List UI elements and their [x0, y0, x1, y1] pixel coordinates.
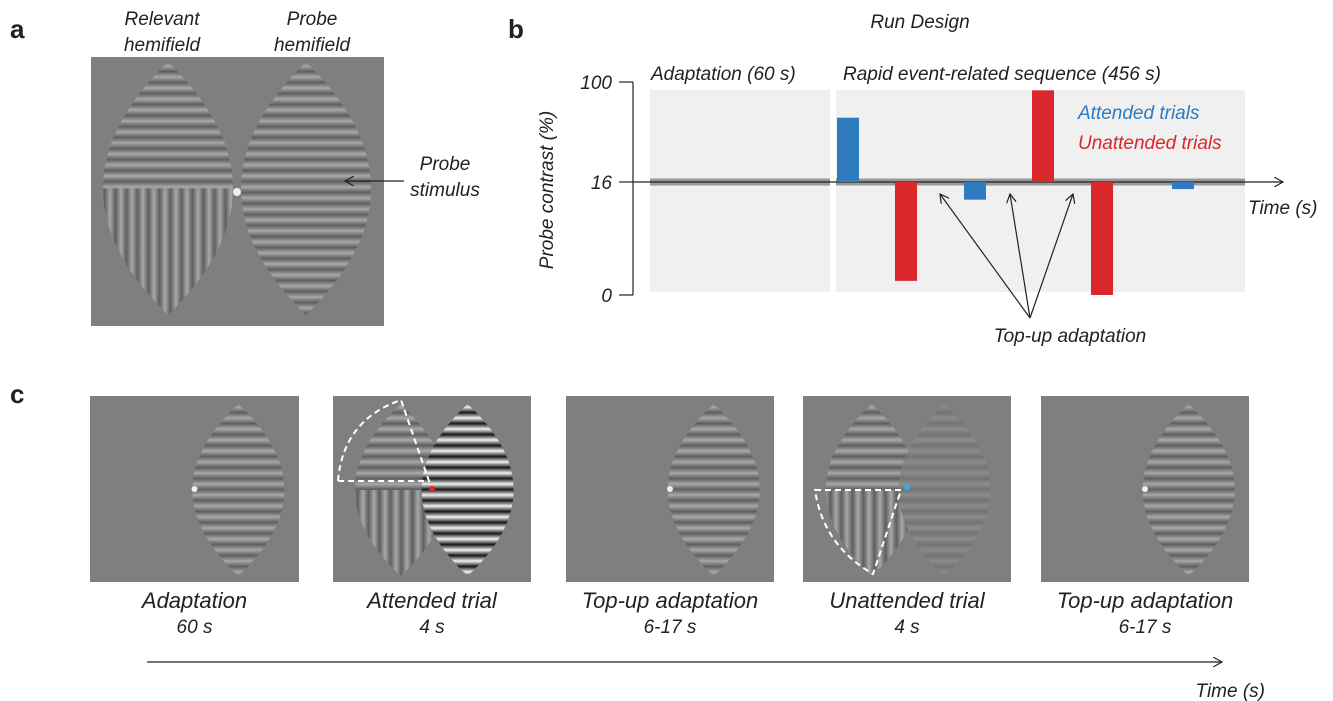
section-label: Adaptation (60 s)	[650, 64, 796, 85]
annotation-arrow	[1010, 194, 1031, 319]
frame-duration: 4 s	[894, 617, 920, 638]
probe-stimulus-label: stimulus	[410, 180, 480, 201]
x-axis-label: Time (s)	[1248, 198, 1318, 219]
relevant-label: hemifield	[124, 35, 201, 56]
panel-b: Run Design Adaptation (60 s) Rapid event-r…	[537, 12, 1318, 347]
frame: Unattended trial 4 s	[803, 396, 1011, 638]
probe-grating	[1142, 404, 1235, 576]
frame-duration: 6-17 s	[1119, 617, 1172, 638]
frame: Top-up adaptation 6-17 s	[566, 396, 774, 638]
fixation-dot	[191, 486, 198, 492]
bar	[1032, 90, 1054, 182]
frame-title: Top-up adaptation	[582, 588, 759, 613]
probe-grating	[241, 62, 371, 315]
frame: Adaptation 60 s	[90, 396, 299, 638]
title: Run Design	[870, 12, 969, 33]
frame-duration: 6-17 s	[644, 617, 697, 638]
relevant-label: Relevant	[125, 9, 201, 30]
probe-label: Probe	[287, 9, 338, 30]
panel-a: Relevant Probe Probe hemifield hemifield stim…	[91, 9, 480, 326]
bar	[837, 117, 859, 182]
fixation-dot	[1142, 486, 1148, 492]
y-tick-label: 16	[591, 173, 613, 194]
annotation-arrow	[940, 194, 1031, 319]
panel-label: a	[10, 14, 25, 44]
section-label: Rapid event-related sequence (456 s)	[843, 64, 1161, 85]
bar	[1172, 182, 1194, 190]
probe-grating	[421, 404, 514, 576]
fixation-dot	[429, 486, 435, 492]
frame-title: Top-up adaptation	[1057, 588, 1234, 613]
panel-label: c	[10, 379, 24, 409]
frame: Attended trial 4 s	[333, 396, 531, 638]
panel-c: Adaptation 60 s Attended trial 4 s Top-up ad…	[90, 396, 1265, 701]
probe-grating	[898, 404, 991, 576]
probe-grating	[667, 404, 760, 576]
bar	[895, 182, 917, 281]
fixation-dot	[904, 484, 910, 490]
fixation-dot	[233, 188, 241, 196]
probe-stimulus-label: Probe	[420, 154, 471, 175]
bar	[964, 182, 986, 200]
panel-label: b	[508, 14, 524, 44]
time-label: Time (s)	[1196, 681, 1266, 701]
legend-label: Attended trials	[1077, 103, 1200, 124]
probe-grating	[192, 404, 285, 576]
attended-region	[336, 398, 431, 482]
annotation: Top-up adaptation	[994, 326, 1146, 347]
legend-label: Unattended trials	[1078, 133, 1222, 154]
y-tick-label: 100	[580, 73, 612, 94]
adaptation-region	[650, 90, 830, 292]
frame-duration: 4 s	[419, 617, 445, 638]
annotation-arrow	[1029, 194, 1073, 319]
frame-title: Unattended trial	[829, 588, 985, 613]
probe-label: hemifield	[274, 35, 351, 56]
frame-title: Adaptation	[140, 588, 247, 613]
frame-duration: 60 s	[177, 617, 213, 638]
bar	[1091, 182, 1113, 295]
fixation-dot	[667, 486, 673, 492]
frame: Top-up adaptation 6-17 s	[1041, 396, 1249, 638]
y-tick-label: 0	[601, 286, 612, 307]
frame-title: Attended trial	[365, 588, 498, 613]
y-axis-label: Probe contrast (%)	[537, 111, 558, 269]
unattended-region	[813, 489, 903, 576]
